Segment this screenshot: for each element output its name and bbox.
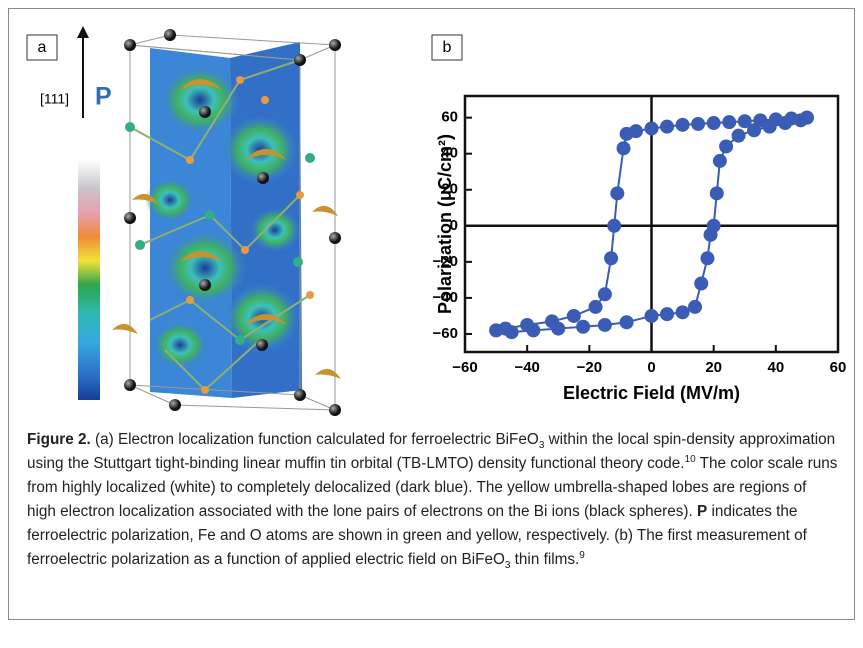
caption-text: within the local spin-density approximat…	[27, 431, 836, 472]
x-axis-title: Electric Field (MV/m)	[563, 383, 740, 403]
oxygen-atoms	[186, 76, 314, 394]
data-point	[597, 317, 612, 332]
y-axis-title: Polarization (μC/cm²)	[435, 134, 455, 314]
data-point	[551, 321, 566, 336]
data-point	[747, 123, 762, 138]
panel-label: a	[38, 39, 47, 56]
caption-text: indicates the ferroelectric polarization…	[27, 503, 807, 568]
x-tick-label: 20	[705, 359, 722, 376]
density-blobs	[145, 65, 300, 369]
data-point	[722, 115, 737, 130]
data-point	[688, 299, 703, 314]
caption-text: The color scale runs from highly localiz…	[27, 455, 838, 520]
caption-label: Figure 2.	[27, 431, 91, 448]
caption-citation: 9	[579, 549, 585, 561]
data-point	[675, 117, 690, 132]
x-tick-label: 0	[647, 359, 655, 376]
panel-label: b	[443, 39, 452, 56]
data-point	[660, 119, 675, 134]
y-tick-label: 20	[441, 181, 458, 198]
y-tick-label: −20	[433, 253, 458, 270]
x-tick-label: −60	[452, 359, 477, 376]
x-tick-label: −20	[577, 359, 602, 376]
caption-symbol: P	[697, 503, 708, 520]
y-tick-label: 40	[441, 145, 458, 162]
data-point	[719, 139, 734, 154]
panel-label-box	[431, 34, 463, 61]
figure-caption: Figure 2. (a) Electron localization func…	[27, 428, 839, 572]
bismuth-atoms	[124, 29, 341, 416]
data-point	[576, 319, 591, 334]
data-point	[566, 308, 581, 323]
data-point	[712, 153, 727, 168]
panel-label-box	[26, 34, 58, 61]
y-tick-label: 60	[441, 109, 458, 126]
y-tick-label: −40	[433, 289, 458, 306]
data-point	[607, 218, 622, 233]
data-point	[691, 116, 706, 131]
caption-subscript: 3	[538, 440, 545, 452]
data-point	[619, 315, 634, 330]
x-tick-label: 40	[767, 359, 784, 376]
data-point	[660, 307, 675, 322]
data-point	[737, 114, 752, 129]
data-point	[706, 218, 721, 233]
caption-citation: 10	[684, 453, 696, 465]
iron-atoms	[125, 122, 315, 345]
x-tick-label: −40	[514, 359, 539, 376]
y-tick-label: −60	[433, 325, 458, 342]
data-point	[675, 305, 690, 320]
data-point	[604, 251, 619, 266]
data-point	[597, 287, 612, 302]
data-point	[731, 128, 746, 143]
caption-text: thin films.	[510, 551, 580, 568]
data-point	[709, 186, 724, 201]
hysteresis-chart: −60 −40 −20 0 20 40 60 −60 −40 −20 0 20 40 60 Electric…	[433, 94, 847, 403]
x-tick-label: 60	[830, 359, 847, 376]
caption-subscript: 3	[504, 560, 511, 572]
polarization-symbol: P	[95, 83, 112, 111]
data-point	[700, 251, 715, 266]
data-point	[694, 276, 709, 291]
lone-pair-lobes	[112, 79, 341, 379]
data-point	[616, 141, 631, 156]
color-scale	[78, 160, 100, 400]
data-point	[504, 325, 519, 340]
data-point	[762, 119, 777, 134]
y-tick-label: 0	[450, 217, 458, 234]
direction-label: [111]	[40, 91, 69, 107]
data-point	[778, 116, 793, 131]
data-point	[799, 110, 814, 125]
data-point	[644, 121, 659, 136]
data-point	[588, 299, 603, 314]
caption-text: (a) Electron localization function calcu…	[90, 431, 539, 448]
data-point	[526, 323, 541, 338]
data-point	[706, 116, 721, 131]
data-point	[610, 186, 625, 201]
arrow-head	[77, 26, 89, 38]
figure: a [111] P	[26, 26, 847, 416]
data-point	[489, 323, 504, 338]
data-point	[644, 308, 659, 323]
figure-frame	[8, 8, 855, 620]
panel-a: a [111] P	[26, 26, 341, 416]
data-point	[619, 126, 634, 141]
